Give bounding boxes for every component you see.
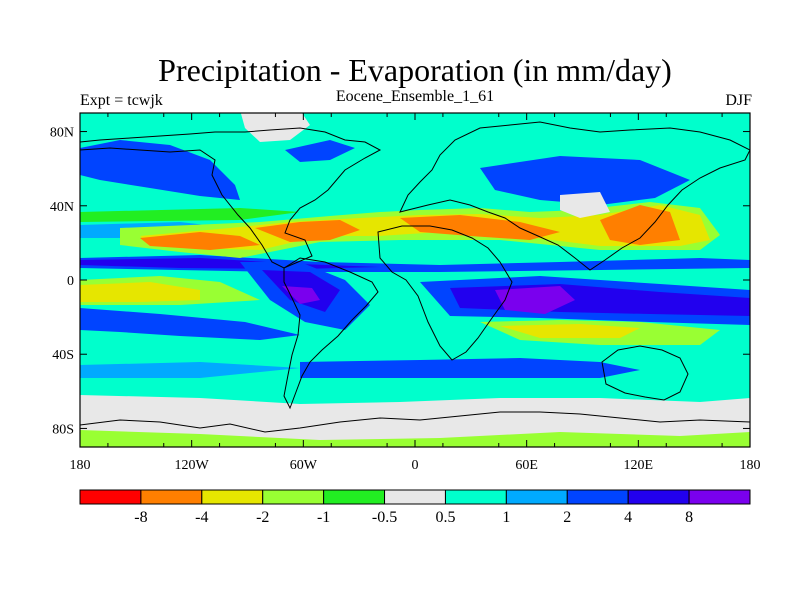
colorbar-swatch [627, 489, 690, 505]
colorbar-swatch [566, 489, 629, 505]
field-patch-8 [282, 286, 320, 304]
field-patch-11 [495, 286, 575, 314]
colorbar-label: -0.5 [372, 509, 397, 526]
experiment-label: Expt = tcwjk [80, 92, 163, 109]
field-patch-20 [255, 220, 360, 242]
lon-tick-label: 180 [740, 458, 761, 473]
field-layer [80, 113, 750, 447]
latitude-axis: 80N 40N 0 40S 80S [50, 126, 750, 437]
field-patch-19 [140, 232, 260, 250]
field-patch-26 [500, 324, 640, 338]
south-america-coastline [283, 257, 379, 410]
colorbar-swatch [444, 489, 507, 505]
field-patch-1 [80, 140, 240, 200]
lon-tick-label: 0 [412, 458, 419, 473]
colorbar: -8 -4 -2 -1 -0.5 0.5 1 2 4 8 [79, 489, 751, 526]
lon-tick-label: 180 [70, 458, 91, 473]
field-patch-21 [400, 215, 560, 240]
field-patch-30 [560, 192, 610, 218]
field-patch-13 [300, 358, 640, 378]
field-patch-28 [80, 430, 750, 447]
lat-tick-label: 40N [50, 200, 74, 215]
australia-coastline [601, 345, 689, 401]
field-patch-12 [80, 308, 300, 340]
lat-tick-label: 40S [52, 348, 74, 363]
colorbar-swatch [201, 489, 264, 505]
field-patch-16 [80, 208, 300, 222]
lon-tick-label: 60E [515, 458, 538, 473]
ensemble-label: Eocene_Ensemble_1_61 [335, 88, 495, 105]
lat-tick-label: 80S [52, 422, 74, 437]
field-patch-24 [80, 282, 200, 302]
colorbar-swatch [505, 489, 568, 505]
colorbar-swatch [323, 489, 386, 505]
lat-tick-label: 0 [67, 274, 74, 289]
eurasia-coastline [399, 121, 750, 271]
colorbar-swatch [140, 489, 203, 505]
north-america-coastline [80, 127, 382, 269]
colorbar-label: -8 [134, 509, 147, 526]
colorbar-label: 0.5 [435, 509, 455, 526]
map-title: Precipitation - Evaporation (in mm/day) [158, 52, 672, 88]
longitude-axis: 180 120W 60W 0 60E 120E 180 [70, 113, 761, 473]
colorbar-swatch [79, 489, 142, 505]
colorbar-swatch [688, 489, 751, 505]
coastlines [80, 121, 750, 433]
field-patch-3 [285, 140, 355, 162]
colorbar-label: 2 [563, 509, 571, 526]
field-patch-2 [480, 156, 690, 205]
antarctica-coastline [80, 411, 750, 433]
colorbar-label: -4 [195, 509, 208, 526]
colorbar-label: -1 [317, 509, 330, 526]
colorbar-swatch [384, 489, 446, 505]
colorbar-label: 8 [685, 509, 693, 526]
lon-tick-label: 60W [290, 458, 318, 473]
colorbar-label: -2 [256, 509, 269, 526]
africa-coastline [377, 225, 513, 361]
field-patch-14 [80, 362, 300, 378]
lat-tick-label: 80N [50, 126, 74, 141]
colorbar-label: 4 [624, 509, 632, 526]
colorbar-label: 1 [502, 509, 510, 526]
lon-tick-label: 120W [175, 458, 210, 473]
colorbar-swatch [262, 489, 325, 505]
field-patch-29 [240, 113, 310, 142]
season-label: DJF [725, 92, 752, 109]
lon-tick-label: 120E [624, 458, 654, 473]
